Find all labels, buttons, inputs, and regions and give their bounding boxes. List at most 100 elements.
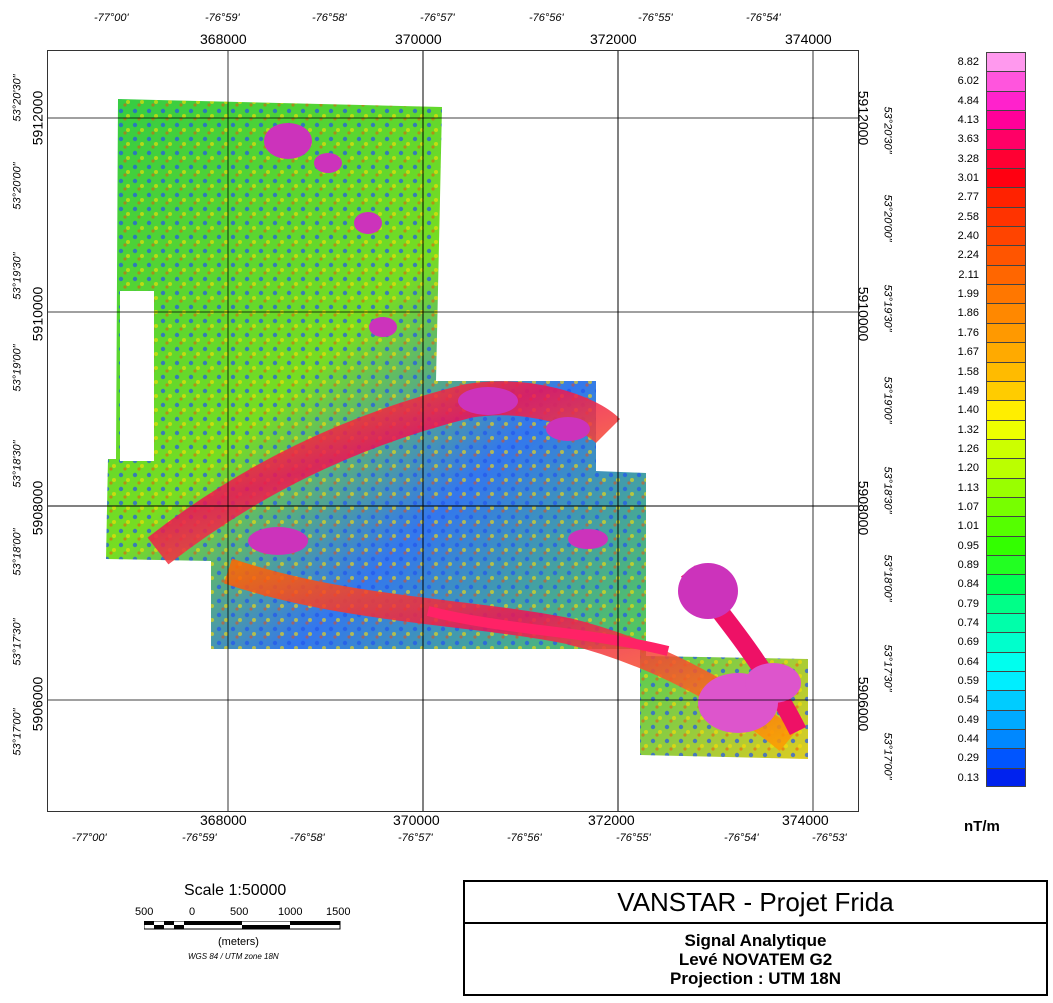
legend-value: 1.99 bbox=[957, 288, 979, 301]
right-lat-label: 53°18'30" bbox=[881, 466, 894, 514]
legend-swatch: 8.82 bbox=[958, 52, 1026, 72]
bottom-lon-label: -76°55' bbox=[616, 832, 651, 844]
legend-swatch: 1.67 bbox=[958, 342, 1026, 362]
map-subtitle-line: Projection : UTM 18N bbox=[670, 968, 841, 988]
left-northing-label: 5910000 bbox=[29, 286, 46, 342]
legend-swatch: 0.89 bbox=[958, 554, 1026, 575]
legend-value: 1.32 bbox=[957, 423, 979, 436]
bottom-lon-label: -76°58' bbox=[290, 832, 325, 844]
legend-swatch: 2.77 bbox=[958, 187, 1026, 207]
legend-swatch: 0.54 bbox=[958, 690, 1026, 710]
right-lat-label: 53°19'00" bbox=[881, 376, 894, 424]
left-lat-label: 53°18'00" bbox=[11, 528, 24, 576]
legend-swatch: 1.49 bbox=[958, 380, 1026, 401]
top-easting-label: 370000 bbox=[395, 31, 442, 47]
title-block: VANSTAR - Projet Frida Signal Analytique… bbox=[463, 880, 1048, 996]
scale-bar: Scale 1:50000 500 0 500 1000 1500 (meter… bbox=[130, 880, 370, 970]
legend-value: 0.44 bbox=[957, 733, 979, 746]
legend-swatch: 0.44 bbox=[958, 729, 1026, 749]
legend-swatch: 2.58 bbox=[958, 206, 1026, 227]
left-northing-label: 5908000 bbox=[29, 480, 46, 536]
legend-value: 0.79 bbox=[957, 597, 979, 610]
legend-value: 1.20 bbox=[957, 462, 979, 475]
scale-datum: WGS 84 / UTM zone 18N bbox=[188, 952, 279, 961]
legend-swatch: 1.13 bbox=[958, 477, 1026, 497]
legend-swatch: 0.84 bbox=[958, 574, 1026, 594]
legend-swatch: 0.69 bbox=[958, 632, 1026, 652]
bottom-lon-label: -76°54' bbox=[724, 832, 759, 844]
legend-value: 0.74 bbox=[957, 616, 979, 629]
legend-swatch: 1.40 bbox=[958, 400, 1026, 420]
scale-units: (meters) bbox=[218, 936, 259, 948]
legend-value: 0.29 bbox=[957, 752, 979, 765]
legend-swatch: 0.95 bbox=[958, 535, 1026, 555]
legend-swatch: 0.74 bbox=[958, 612, 1026, 633]
legend-swatch: 1.20 bbox=[958, 458, 1026, 478]
legend-swatch: 1.32 bbox=[958, 419, 1026, 439]
left-northing-label: 5906000 bbox=[29, 676, 46, 732]
legend-swatch: 2.40 bbox=[958, 226, 1026, 246]
top-easting-label: 372000 bbox=[590, 31, 637, 47]
left-lat-label: 53°17'00" bbox=[11, 708, 24, 756]
bottom-easting-label: 368000 bbox=[200, 812, 247, 828]
map-title: VANSTAR - Projet Frida bbox=[465, 882, 1046, 924]
right-northing-label: 5912000 bbox=[855, 90, 872, 146]
legend-value: 1.01 bbox=[957, 520, 979, 533]
top-lon-label: -76°58' bbox=[312, 12, 347, 24]
legend-value: 0.49 bbox=[957, 713, 979, 726]
legend-value: 0.13 bbox=[957, 771, 979, 784]
legend-swatch: 0.49 bbox=[958, 709, 1026, 730]
left-lat-label: 53°18'30" bbox=[11, 440, 24, 488]
scale-title: Scale 1:50000 bbox=[184, 882, 287, 899]
legend-swatch: 4.84 bbox=[958, 90, 1026, 111]
legend-swatch: 0.59 bbox=[958, 671, 1026, 691]
legend-value: 1.67 bbox=[957, 346, 979, 359]
top-lon-label: -76°54' bbox=[746, 12, 781, 24]
legend-value: 3.63 bbox=[957, 133, 979, 146]
top-lon-label: -76°55' bbox=[638, 12, 673, 24]
legend-swatch: 1.58 bbox=[958, 361, 1026, 381]
scale-bar-graphic bbox=[144, 921, 341, 930]
data-gap bbox=[120, 291, 154, 461]
left-northing-label: 5912000 bbox=[29, 90, 46, 146]
bottom-lon-label: -77°00' bbox=[72, 832, 107, 844]
scale-tick: 1000 bbox=[278, 906, 303, 918]
top-lon-label: -76°57' bbox=[420, 12, 455, 24]
bottom-lon-label: -76°56' bbox=[507, 832, 542, 844]
right-northing-label: 5908000 bbox=[855, 480, 872, 536]
scale-tick: 500 bbox=[135, 906, 154, 918]
bottom-easting-label: 372000 bbox=[588, 812, 635, 828]
legend-unit: nT/m bbox=[964, 818, 1000, 835]
legend-value: 1.76 bbox=[957, 326, 979, 339]
right-lat-label: 53°18'00" bbox=[881, 554, 894, 602]
legend-value: 0.59 bbox=[957, 675, 979, 687]
map-frame[interactable] bbox=[47, 50, 859, 812]
top-lon-label: -76°59' bbox=[205, 12, 240, 24]
bottom-lon-label: -76°53' bbox=[812, 832, 847, 844]
left-lat-label: 53°17'30" bbox=[11, 618, 24, 666]
legend-swatch: 2.24 bbox=[958, 245, 1026, 265]
map-subtitle-line: Levé NOVATEM G2 bbox=[678, 949, 833, 969]
legend-value: 2.40 bbox=[957, 230, 979, 243]
legend-swatch: 1.76 bbox=[958, 322, 1026, 343]
bottom-lon-label: -76°59' bbox=[182, 832, 217, 844]
legend-swatch: 4.13 bbox=[958, 110, 1026, 130]
legend-value: 0.54 bbox=[957, 694, 979, 707]
legend-value: 1.86 bbox=[957, 307, 979, 320]
legend-value: 1.49 bbox=[957, 384, 979, 397]
legend-value: 1.58 bbox=[957, 365, 979, 378]
legend-value: 0.69 bbox=[957, 636, 979, 649]
top-easting-label: 374000 bbox=[785, 31, 832, 47]
right-lat-label: 53°19'30" bbox=[881, 284, 894, 332]
legend-swatch: 3.01 bbox=[958, 168, 1026, 188]
left-lat-label: 53°19'00" bbox=[11, 344, 24, 392]
legend-value: 4.84 bbox=[957, 94, 979, 107]
legend-swatch: 0.13 bbox=[958, 767, 1026, 788]
legend-value: 1.07 bbox=[957, 500, 979, 513]
right-northing-label: 5910000 bbox=[855, 286, 872, 342]
right-lat-label: 53°20'00" bbox=[881, 194, 894, 242]
left-lat-label: 53°20'30" bbox=[11, 74, 24, 122]
legend-swatch: 6.02 bbox=[958, 71, 1026, 91]
legend-value: 3.28 bbox=[957, 152, 979, 165]
legend-value: 1.40 bbox=[957, 404, 979, 417]
